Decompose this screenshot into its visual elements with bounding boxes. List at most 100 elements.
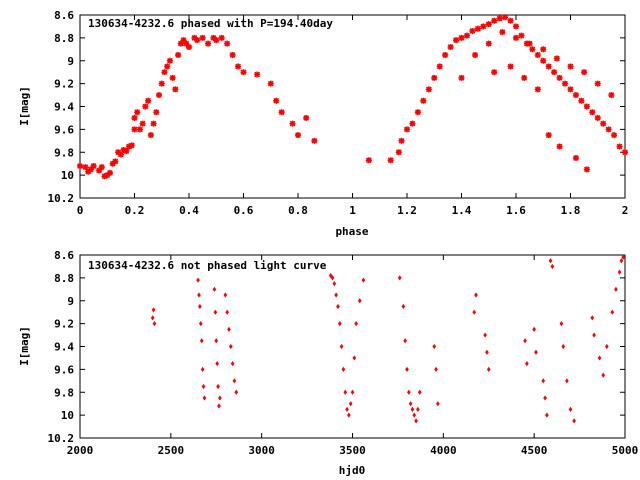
data-points [77,14,628,180]
y-tick-label: 8.6 [54,9,74,22]
data-point [218,395,222,401]
data-point [194,37,201,44]
data-point [112,158,119,165]
data-point [553,55,560,62]
data-point [562,80,569,87]
data-point [82,164,89,171]
data-point [567,86,574,93]
x-tick-label: 3500 [339,444,366,457]
data-point [227,326,231,332]
data-point [610,309,615,315]
data-point [311,137,318,144]
data-point [594,114,601,121]
data-point [608,92,615,99]
data-point [156,92,163,99]
x-tick-label: 2500 [158,444,185,457]
data-point [186,44,192,51]
data-point [463,32,470,39]
data-point [134,109,141,116]
data-point [458,74,465,81]
data-point [172,86,179,93]
data-point [136,126,143,133]
data-point [352,355,357,361]
data-point [215,361,219,367]
data-point [600,120,607,127]
plot-frame [79,14,626,199]
data-point [532,326,536,332]
data-point [507,17,514,24]
x-tick-label: 0.2 [125,204,145,217]
data-point [474,25,481,32]
data-point [523,338,527,344]
y-tick-label: 9.6 [54,363,74,376]
data-point [229,52,236,59]
data-point [442,52,449,59]
data-point [414,109,421,116]
data-point [161,69,168,76]
data-point [164,63,171,70]
x-tick-label: 4500 [521,444,548,457]
data-point [196,277,200,283]
data-point [567,63,574,70]
data-point [339,343,344,350]
data-point [387,157,394,164]
data-point [408,401,413,407]
data-point [142,103,149,110]
data-point [556,143,563,150]
data-point [420,97,427,104]
data-point [559,321,564,327]
data-point [145,97,152,104]
data-point [150,315,155,321]
data-point [150,120,157,127]
y-axis-label: I[mag] [18,326,31,366]
plot-title: 130634-4232.6 phased with P=194.40day [88,17,333,30]
data-point [197,292,201,298]
data-point [198,303,202,310]
y-tick-label: 9.4 [54,101,74,114]
data-point [401,303,406,310]
data-point [131,114,138,121]
data-point [398,137,405,144]
data-point [224,40,231,47]
data-point [491,69,498,76]
x-tick-label: 0.8 [288,204,308,217]
x-tick-label: 1.6 [506,204,526,217]
data-point [175,52,182,59]
data-point [289,120,296,127]
data-point [485,40,492,47]
data-point [347,412,351,418]
data-point [436,63,443,70]
x-tick-label: 0 [77,204,84,217]
data-point [550,263,555,270]
data-point [202,395,207,401]
data-point [350,389,355,395]
data-point [525,361,529,367]
data-point [147,132,154,139]
data-point [341,366,346,372]
data-point [431,74,438,81]
data-point [545,412,549,418]
data-point [403,338,407,344]
data-point [578,97,585,104]
data-point [397,275,402,281]
y-tick-label: 9.2 [54,78,74,91]
data-point [365,157,372,164]
data-point [343,389,348,395]
data-point [348,401,353,407]
x-axis-label: hjd0 [339,464,366,477]
data-point [485,21,492,28]
data-point [513,34,519,41]
x-tick-label: 1.4 [452,204,472,217]
data-point [474,292,478,298]
data-point [434,366,438,372]
data-point [499,29,506,36]
data-point [561,343,566,350]
data-point [128,142,135,149]
data-point [425,86,432,93]
data-point [117,151,124,158]
y-tick-label: 10.2 [48,192,75,205]
data-point [472,309,477,315]
y-tick-label: 9.8 [54,146,74,159]
data-point [158,80,165,87]
data-point [303,114,310,121]
